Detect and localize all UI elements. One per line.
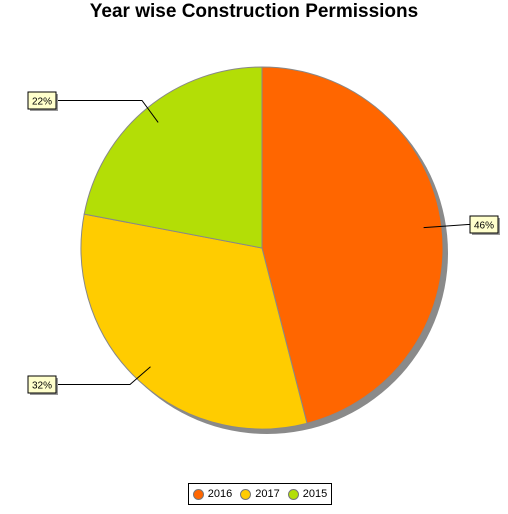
data-label-2017: 32% [32, 381, 52, 392]
data-label-box-2017 [27, 375, 57, 394]
legend-label-2015: 2015 [302, 488, 328, 500]
data-label-box-2016 [469, 215, 499, 234]
pie-labels: 46% 32% 22% [27, 91, 500, 395]
pie-slice-2015 [83, 66, 263, 249]
data-label-box-2015 [27, 91, 57, 110]
pie-slice-2016 [261, 66, 444, 424]
chart-legend: 2016 2017 2015 [188, 483, 332, 505]
pie-chart: 46% 32% 22% [27, 66, 500, 434]
legend-swatch-2017 [240, 488, 252, 500]
pie-slice-2017 [80, 213, 308, 430]
legend-label-2016: 2016 [207, 488, 233, 500]
legend-item-2017: 2017 [240, 488, 280, 500]
leader-line-2015 [56, 100, 159, 123]
legend-label-2017: 2017 [255, 488, 280, 500]
legend-swatch-2015 [287, 488, 299, 500]
pie-slices [80, 66, 444, 430]
legend-item-2016: 2016 [192, 488, 233, 500]
legend-item-2015: 2015 [287, 488, 328, 500]
chart-title: Year wise Construction Permissions [89, 1, 419, 22]
data-label-2015: 22% [32, 97, 52, 108]
legend-swatch-2016 [192, 488, 204, 500]
leader-line-2016 [423, 224, 470, 229]
leader-line-2017 [56, 366, 151, 385]
data-label-2016: 46% [474, 221, 494, 232]
